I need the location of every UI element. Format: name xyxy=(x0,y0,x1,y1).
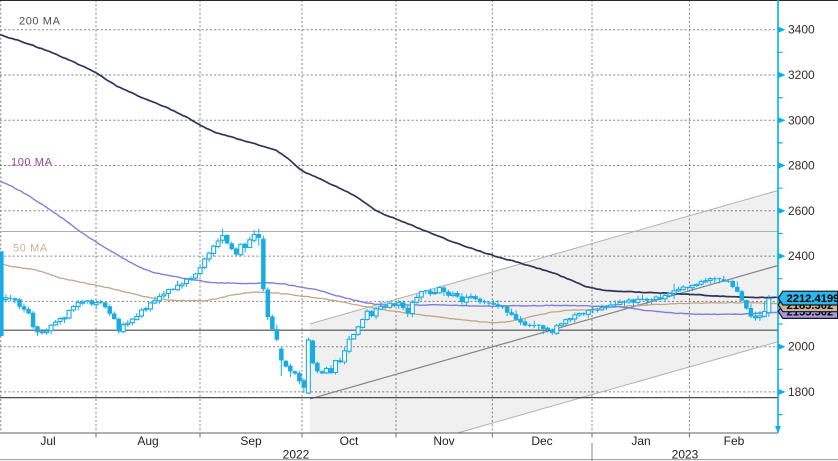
svg-text:Dec: Dec xyxy=(531,434,552,448)
svg-text:Sep: Sep xyxy=(240,434,262,448)
svg-text:2023: 2023 xyxy=(672,448,699,461)
svg-text:200 MA: 200 MA xyxy=(19,16,61,28)
svg-text:Aug: Aug xyxy=(137,434,158,448)
svg-text:3400: 3400 xyxy=(788,23,815,37)
svg-text:50 MA: 50 MA xyxy=(13,243,48,255)
svg-text:2212.4199: 2212.4199 xyxy=(787,293,838,305)
svg-text:Nov: Nov xyxy=(433,434,454,448)
svg-text:Jan: Jan xyxy=(631,434,650,448)
svg-text:2400: 2400 xyxy=(788,249,815,263)
svg-text:2000: 2000 xyxy=(788,340,815,354)
svg-text:100 MA: 100 MA xyxy=(11,157,53,169)
svg-text:1800: 1800 xyxy=(788,385,815,399)
svg-text:3000: 3000 xyxy=(788,113,815,127)
svg-text:2800: 2800 xyxy=(788,159,815,173)
svg-text:Jul: Jul xyxy=(40,434,55,448)
svg-text:3200: 3200 xyxy=(788,68,815,82)
svg-text:2022: 2022 xyxy=(283,448,310,461)
svg-text:2600: 2600 xyxy=(788,204,815,218)
svg-text:Oct: Oct xyxy=(340,434,359,448)
svg-text:Feb: Feb xyxy=(724,434,745,448)
